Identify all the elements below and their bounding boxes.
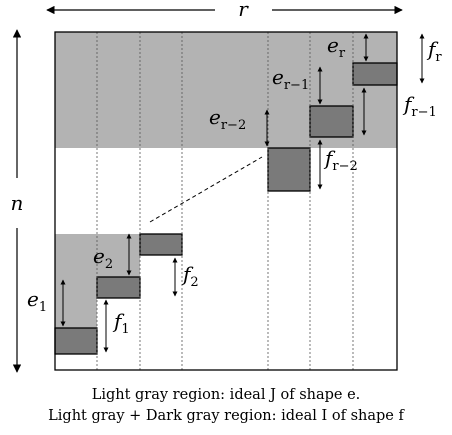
column-separators [96, 32, 354, 370]
e2-label: e2 [93, 244, 113, 272]
er1-label: er−1 [272, 65, 309, 93]
matrix-frame [54, 31, 398, 371]
f1-label: f1 [112, 309, 130, 337]
fr1-label: fr−1 [402, 92, 437, 120]
f2-label: f2 [181, 262, 199, 290]
dark-block-r-minus-2 [267, 147, 311, 192]
er2-label: er−2 [209, 105, 246, 133]
dark-block-2 [96, 276, 141, 299]
fr-label: fr [426, 37, 442, 65]
caption-line-2: Light gray + Dark gray region: ideal I o… [48, 408, 405, 424]
ellipsis-dashes [149, 156, 263, 223]
caption-line-1: Light gray region: ideal J of shape e. [92, 387, 361, 403]
n-label: n [11, 191, 24, 215]
r-label: r [238, 0, 249, 21]
dark-block-r [352, 62, 398, 86]
dark-block-1 [54, 327, 98, 355]
dark-block-3 [139, 233, 183, 256]
fr2-label: fr−2 [323, 146, 358, 174]
er-label: er [327, 33, 346, 61]
dark-block-r-minus-1 [309, 105, 354, 138]
light-region-bottom [55, 234, 182, 328]
e1-label: e1 [27, 287, 47, 315]
